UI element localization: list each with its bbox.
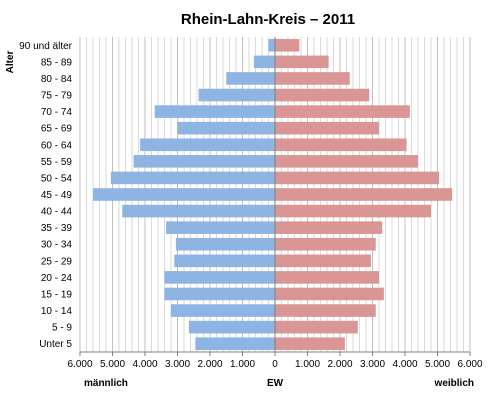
category-label: 40 - 44 — [41, 207, 73, 218]
bar-maennlich — [198, 88, 275, 102]
bar-maennlich — [154, 105, 275, 118]
chart-title: Rhein-Lahn-Kreis – 2011 — [181, 11, 355, 28]
bar-maennlich — [164, 287, 275, 301]
bar-weiblich — [275, 72, 350, 85]
x-tick-label: 1.000 — [230, 359, 255, 370]
category-label: Unter 5 — [39, 339, 72, 350]
bar-maennlich — [177, 121, 275, 135]
category-label: 50 - 54 — [41, 173, 73, 184]
bar-maennlich — [122, 204, 275, 218]
bar-maennlich — [140, 138, 275, 152]
bar-weiblich — [275, 204, 431, 218]
bar-maennlich — [226, 72, 275, 85]
x-tick-label: 6.000 — [457, 359, 482, 370]
category-label: 10 - 14 — [41, 306, 73, 317]
bar-weiblich — [275, 320, 358, 334]
category-label: 65 - 69 — [41, 124, 73, 135]
category-labels: 90 und älter 85 - 89 80 - 84 75 - 79 70 - 74… — [19, 41, 72, 350]
category-label: 5 - 9 — [52, 323, 72, 334]
bar-weiblich — [275, 88, 370, 102]
bar-weiblich — [275, 188, 453, 201]
x-tick-labels: 6.000 5.000 4.000 3.000 2.000 1.000 0 1.000 2.00… — [67, 352, 483, 370]
bar-weiblich — [275, 55, 329, 69]
category-label: 45 - 49 — [41, 190, 73, 201]
bar-weiblich — [275, 221, 383, 234]
bar-weiblich — [275, 271, 379, 284]
bar-maennlich — [253, 55, 275, 69]
category-label: 70 - 74 — [41, 107, 73, 118]
bar-maennlich — [268, 38, 275, 52]
y-axis-label: Alter — [5, 51, 16, 74]
bar-weiblich — [275, 254, 371, 268]
category-label: 25 - 29 — [41, 256, 73, 267]
category-label: 20 - 24 — [41, 273, 73, 284]
bar-weiblich — [275, 171, 440, 185]
bar-maennlich — [174, 254, 275, 268]
x-tick-label: 3.000 — [165, 359, 190, 370]
bar-maennlich — [164, 271, 275, 284]
category-label: 90 und älter — [19, 41, 72, 52]
bar-maennlich — [171, 304, 275, 317]
x-tick-label: 4.000 — [132, 359, 157, 370]
category-label: 35 - 39 — [41, 223, 73, 234]
right-axis-label: weiblich — [434, 378, 474, 389]
bar-maennlich — [133, 155, 275, 168]
bars — [93, 38, 453, 351]
category-label: 80 - 84 — [41, 74, 73, 85]
bar-maennlich — [166, 221, 275, 234]
x-tick-label: 5.000 — [100, 359, 125, 370]
bar-maennlich — [188, 320, 275, 334]
category-label: 85 - 89 — [41, 57, 73, 68]
bar-weiblich — [275, 287, 384, 301]
x-tick-label: 2.000 — [197, 359, 222, 370]
bar-weiblich — [275, 237, 376, 251]
bar-weiblich — [275, 155, 418, 168]
bar-weiblich — [275, 105, 410, 118]
bar-weiblich — [275, 304, 376, 317]
bar-weiblich — [275, 38, 300, 52]
bar-weiblich — [275, 138, 407, 152]
x-axis-label: EW — [267, 378, 284, 389]
category-label: 75 - 79 — [41, 91, 73, 102]
bar-maennlich — [110, 171, 275, 185]
x-tick-label: 4.000 — [392, 359, 417, 370]
x-tick-label: 1.000 — [295, 359, 320, 370]
left-axis-label: männlich — [84, 378, 128, 389]
x-tick-label: 5.000 — [425, 359, 450, 370]
bar-maennlich — [175, 237, 275, 251]
category-label: 60 - 64 — [41, 140, 73, 151]
category-label: 30 - 34 — [41, 240, 73, 251]
bar-weiblich — [275, 121, 379, 135]
x-tick-label: 3.000 — [360, 359, 385, 370]
x-tick-label: 2.000 — [327, 359, 352, 370]
bar-maennlich — [195, 337, 275, 351]
x-tick-label: 6.000 — [67, 359, 92, 370]
bar-maennlich — [93, 188, 275, 201]
category-label: 55 - 59 — [41, 157, 73, 168]
x-tick-label: 0 — [272, 359, 278, 370]
bar-weiblich — [275, 337, 345, 351]
category-label: 15 - 19 — [41, 289, 73, 300]
